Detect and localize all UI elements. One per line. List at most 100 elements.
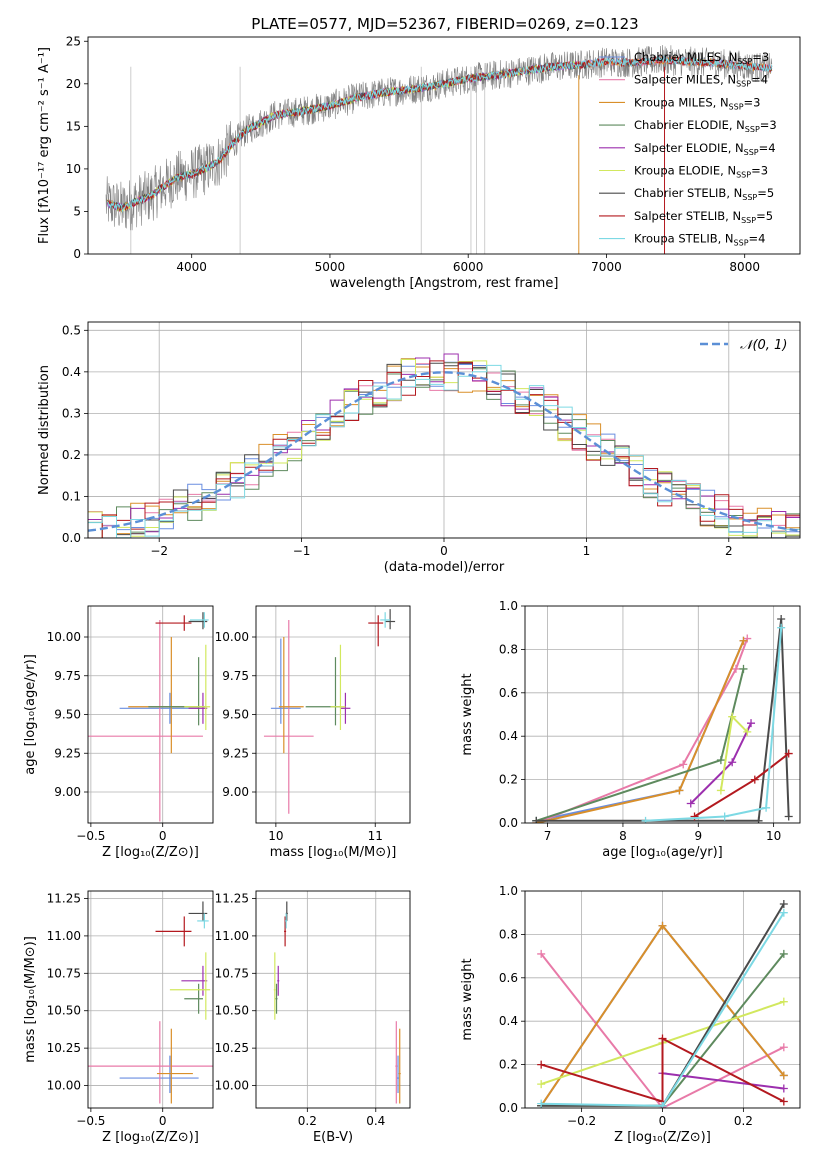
- mass-weight-marker: [537, 1080, 546, 1089]
- mass-weight-marker: [779, 949, 788, 958]
- y-axis-label: mass weight: [460, 958, 475, 1040]
- x-tick-label: 7: [544, 829, 552, 843]
- y-tick-label: 10.50: [47, 1004, 81, 1018]
- x-tick-label: 0: [440, 544, 448, 558]
- x-axis-label: mass [log₁₀(M/M⊙)]: [270, 845, 397, 860]
- mass-weight-marker: [784, 749, 793, 758]
- mass-weight-marker: [728, 758, 737, 767]
- y-tick-label: 10.75: [215, 966, 249, 980]
- y-tick-label: 10.75: [47, 966, 81, 980]
- y-tick-label: 10.25: [47, 1041, 81, 1055]
- mass-weight-line: [645, 627, 783, 822]
- mass-weight-marker: [739, 664, 748, 673]
- x-tick-label: 5000: [315, 260, 346, 274]
- residual-histogram: [88, 360, 800, 538]
- y-axis-label: Flux [fλ10⁻¹⁷ erg cm⁻² s⁻¹ A⁻¹]: [37, 47, 52, 244]
- y-tick-label: 1.0: [499, 599, 518, 613]
- x-tick-label: 0.2: [734, 1114, 753, 1128]
- y-tick-label: 10: [66, 162, 81, 176]
- panel-mass_weight_vs_Z: −0.2 0 0.2 0.0 0.2 0.4 0.6 0.8 1.0 Z [log₁₀(Z/Z⊙)…: [460, 884, 801, 1145]
- x-tick-label: 9: [694, 829, 702, 843]
- axes-frame: [255, 605, 411, 824]
- mass-weight-marker: [779, 1097, 788, 1106]
- axes-frame: [87, 321, 801, 539]
- legend-label: Kroupa STELIB, NSSP=4: [634, 232, 765, 248]
- mass-weight-marker: [716, 756, 725, 765]
- axes-frame: [524, 605, 801, 824]
- x-tick-label: 0.2: [298, 1114, 317, 1128]
- x-axis-label: Z [log₁₀(Z/Z⊙)]: [614, 1130, 711, 1145]
- y-tick-label: 0.2: [62, 448, 81, 462]
- x-tick-label: 2: [725, 544, 733, 558]
- y-tick-label: 10.00: [47, 630, 81, 644]
- mass-weight-marker: [658, 921, 667, 930]
- y-tick-label: 11.00: [215, 929, 249, 943]
- x-tick-label: 10: [268, 829, 283, 843]
- y-tick-label: 11.00: [47, 929, 81, 943]
- y-tick-label: 25: [66, 34, 81, 48]
- mass-weight-marker: [537, 1099, 546, 1108]
- y-axis-label: mass weight: [460, 673, 475, 755]
- axes-frame: [524, 890, 801, 1109]
- mass-weight-marker: [537, 949, 546, 958]
- mass-weight-marker: [716, 786, 725, 795]
- x-tick-label: 4000: [176, 260, 207, 274]
- y-tick-label: 15: [66, 119, 81, 133]
- y-tick-label: 0.0: [499, 1101, 518, 1115]
- mass-weight-marker: [777, 615, 786, 624]
- y-tick-label: 9.75: [222, 669, 249, 683]
- y-tick-label: 0.2: [499, 773, 518, 787]
- axes-frame: [255, 890, 411, 1109]
- axes-frame: [87, 890, 214, 1109]
- panel-age_vs_Z: −0.5 0 9.00 9.25 9.50 9.75 10.00 Z [log₁₀(Z/Z⊙)…: [23, 605, 214, 860]
- axes-frame: [87, 605, 214, 824]
- plot-area-mass_weight_vs_age: [525, 606, 800, 823]
- x-tick-label: 8: [619, 829, 627, 843]
- y-tick-label: 0.5: [62, 323, 81, 337]
- y-tick-label: 9.50: [54, 708, 81, 722]
- y-tick-label: 0.4: [499, 729, 518, 743]
- y-tick-label: 20: [66, 77, 81, 91]
- y-tick-label: 0.4: [62, 365, 81, 379]
- y-tick-label: 0.1: [62, 489, 81, 503]
- legend-label: Chabrier ELODIE, NSSP=3: [634, 118, 777, 134]
- model-spectrum: [107, 54, 773, 213]
- y-tick-label: 0.2: [499, 1058, 518, 1072]
- legend-label: Salpeter ELODIE, NSSP=4: [634, 141, 776, 157]
- mass-weight-marker: [690, 812, 699, 821]
- mass-weight-marker: [679, 760, 688, 769]
- y-tick-label: 1.0: [499, 884, 518, 898]
- x-axis-label: E(B-V): [313, 1130, 353, 1145]
- mass-weight-marker: [779, 900, 788, 909]
- panel-mass_vs_Z: −0.5 0 10.00 10.25 10.50 10.75 11.00 11.25 Z [lo…: [23, 890, 214, 1145]
- y-tick-label: 10.25: [215, 1041, 249, 1055]
- plot-area-mass_weight_vs_Z: [525, 891, 800, 1108]
- y-tick-label: 0.6: [499, 686, 518, 700]
- y-tick-label: 9.25: [222, 746, 249, 760]
- y-tick-label: 0.8: [499, 642, 518, 656]
- x-tick-label: −0.5: [76, 1114, 105, 1128]
- y-tick-label: 10.00: [47, 1079, 81, 1093]
- mass-weight-line: [540, 953, 785, 1108]
- mass-weight-marker: [743, 727, 752, 736]
- mass-weight-marker: [779, 997, 788, 1006]
- y-tick-label: 9.75: [54, 669, 81, 683]
- plot-area-mass_vs_EBV: [256, 891, 410, 1108]
- y-tick-label: 11.25: [47, 891, 81, 905]
- plot-area-age_vs_Z: [88, 606, 213, 823]
- mass-weight-line: [536, 640, 745, 822]
- x-tick-label: 1: [583, 544, 591, 558]
- mass-weight-line: [540, 1036, 785, 1103]
- plot-area-residuals: [88, 322, 800, 538]
- mass-weight-marker: [779, 908, 788, 917]
- mass-weight-marker: [754, 816, 763, 823]
- mass-weight-line: [536, 640, 745, 823]
- y-tick-label: 10.00: [215, 1079, 249, 1093]
- legend-label: Chabrier STELIB, NSSP=5: [634, 186, 774, 202]
- mass-weight-marker: [720, 812, 729, 821]
- x-axis-label: Z [log₁₀(Z/Z⊙)]: [102, 845, 199, 860]
- panel-mass_weight_vs_age: 7 8 9 10 0.0 0.2 0.4 0.6 0.8 1.0 age [log₁₀(age/yr…: [460, 599, 801, 860]
- plot-area-age_vs_mass: [256, 606, 410, 823]
- mass-weight-marker: [779, 1071, 788, 1080]
- y-tick-label: 10.00: [215, 630, 249, 644]
